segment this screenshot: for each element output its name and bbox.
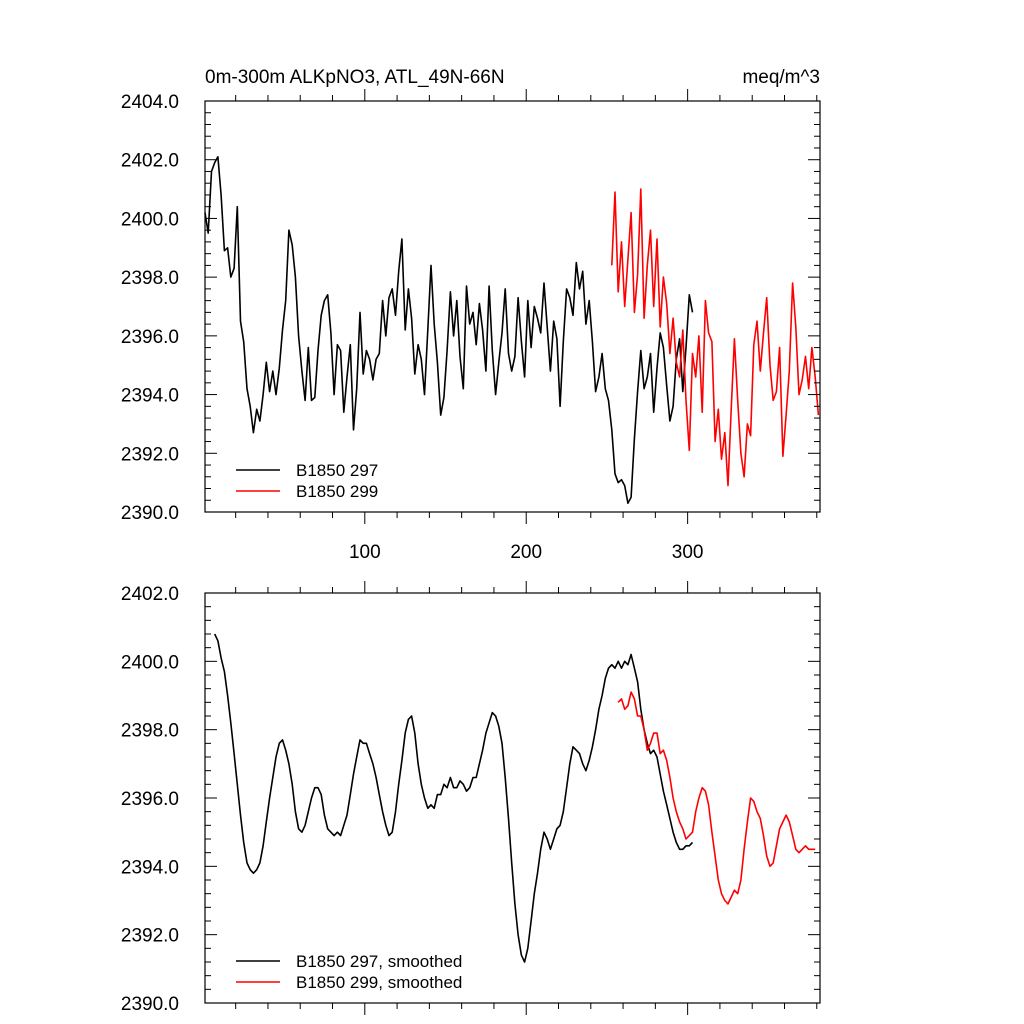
top-plot-frame bbox=[204, 100, 821, 513]
bottom-series-line-b1850-297-smoothed bbox=[213, 633, 694, 963]
bottom-ytick-label: 2390.0 bbox=[121, 994, 179, 1015]
bottom-ytick-label: 2400.0 bbox=[121, 652, 179, 673]
bottom-series-layer bbox=[213, 633, 816, 963]
top-panel-units: meq/m^3 bbox=[742, 67, 820, 88]
bottom-ytick-label: 2402.0 bbox=[121, 584, 179, 605]
top-panel: 0m-300m ALKpNO3, ATL_49N-66N meq/m^3 239… bbox=[121, 67, 821, 563]
bottom-series-line-b1850-299-smoothed bbox=[617, 691, 816, 905]
bottom-ytick-label: 2398.0 bbox=[121, 721, 179, 742]
bottom-ytick-label: 2392.0 bbox=[121, 926, 179, 947]
top-ytick-label: 2396.0 bbox=[121, 327, 179, 348]
bottom-legend: B1850 297, smoothed B1850 299, smoothed bbox=[236, 952, 462, 992]
top-ytick-label: 2390.0 bbox=[121, 503, 179, 524]
bottom-panel: 2390.0 2392.0 2394.0 2396.0 2398.0 2400.0 2402… bbox=[121, 581, 821, 1015]
top-ytick-label: 2400.0 bbox=[121, 209, 179, 230]
top-xtick-label: 300 bbox=[672, 542, 704, 563]
top-xtick-label: 100 bbox=[349, 542, 381, 563]
top-ytick-label: 2394.0 bbox=[121, 386, 179, 407]
top-panel-title: 0m-300m ALKpNO3, ATL_49N-66N bbox=[205, 67, 505, 88]
top-ytick-label: 2398.0 bbox=[121, 268, 179, 289]
top-legend-label-299: B1850 299 bbox=[296, 482, 378, 501]
bottom-tick-layer: 2390.0 2392.0 2394.0 2396.0 2398.0 2400.0 2402… bbox=[121, 581, 820, 1015]
bottom-ytick-label: 2396.0 bbox=[121, 789, 179, 810]
bottom-ytick-label: 2394.0 bbox=[121, 857, 179, 878]
bottom-legend-label-297: B1850 297, smoothed bbox=[296, 952, 462, 971]
top-ytick-label: 2392.0 bbox=[121, 444, 179, 465]
top-ytick-label: 2404.0 bbox=[121, 92, 179, 113]
top-legend: B1850 297 B1850 299 bbox=[236, 461, 378, 501]
top-ytick-label: 2402.0 bbox=[121, 151, 179, 172]
top-series-line-b1850-297 bbox=[204, 156, 694, 505]
top-series-layer bbox=[204, 156, 820, 505]
top-tick-layer: 2390.0 2392.0 2394.0 2396.0 2398.0 2400.0 2402… bbox=[121, 89, 820, 563]
top-xtick-label: 200 bbox=[510, 542, 542, 563]
bottom-plot-frame bbox=[204, 592, 821, 1004]
top-legend-label-297: B1850 297 bbox=[296, 461, 378, 480]
top-series-line-b1850-299 bbox=[611, 188, 820, 487]
bottom-legend-label-299: B1850 299, smoothed bbox=[296, 973, 462, 992]
